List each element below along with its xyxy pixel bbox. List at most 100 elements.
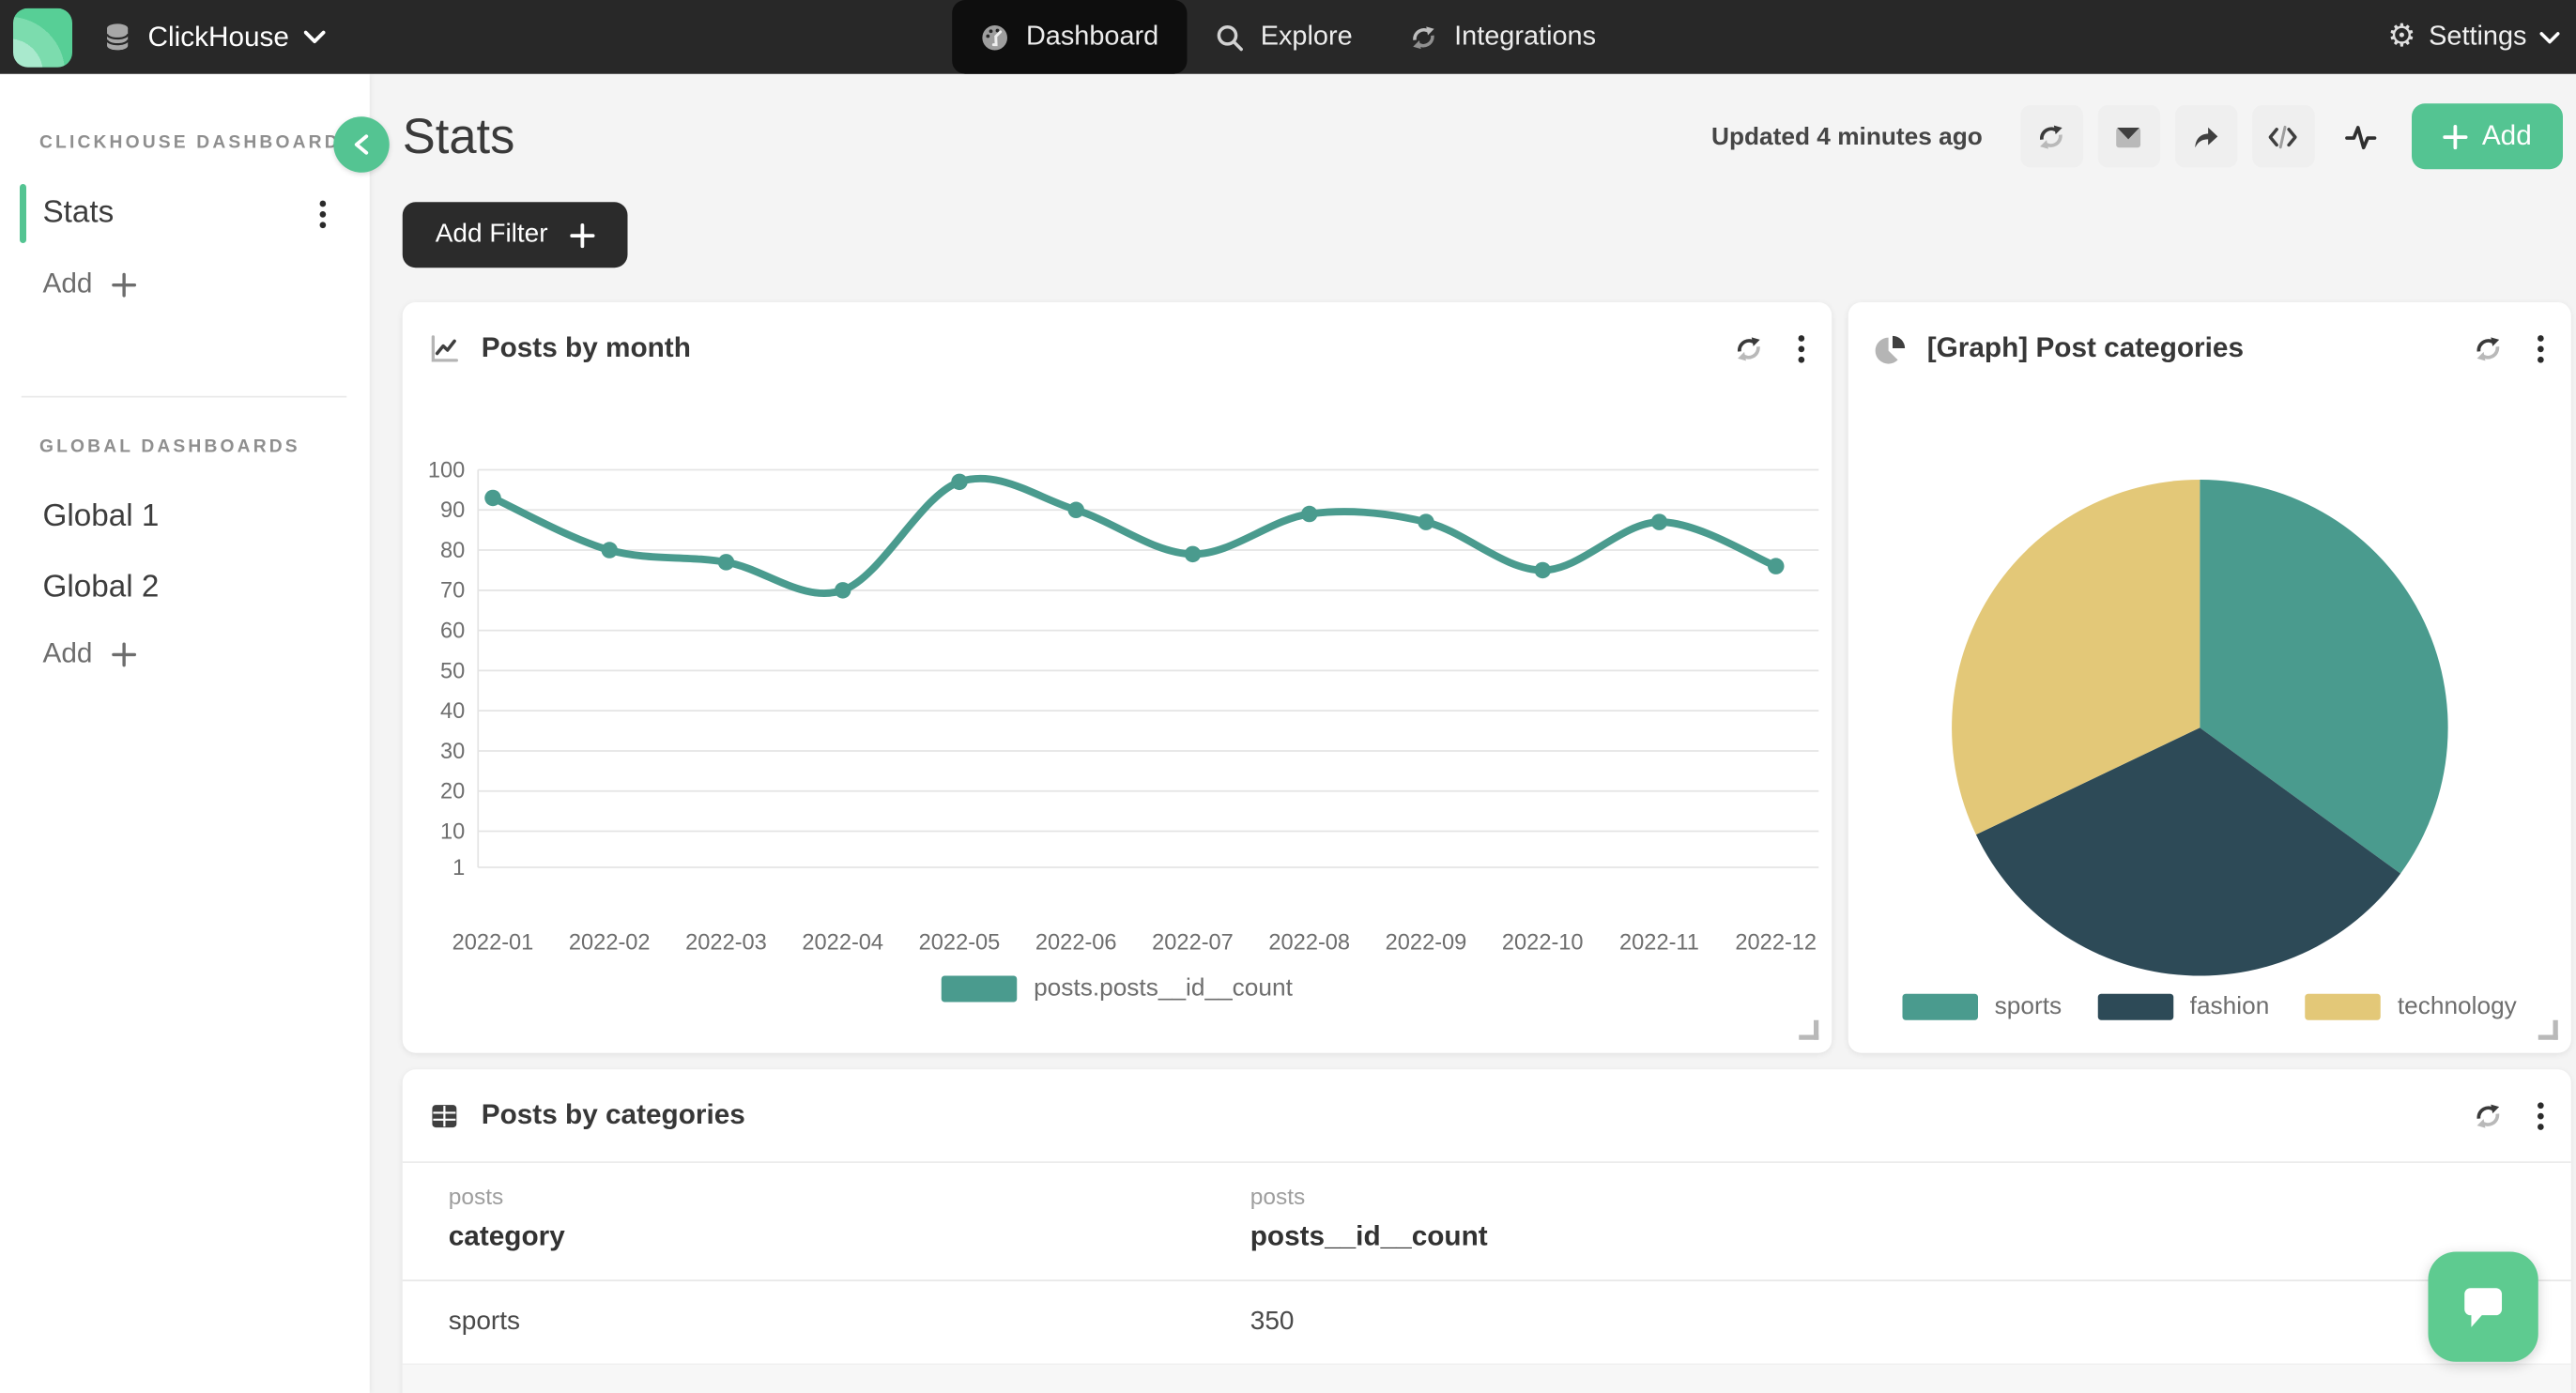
svg-text:20: 20 [440, 780, 465, 804]
tab-dashboard[interactable]: Dashboard [952, 0, 1187, 74]
data-point-2022-06[interactable] [1067, 501, 1085, 519]
legend-item-fashion[interactable]: fashion [2097, 992, 2270, 1020]
svg-text:2022-10: 2022-10 [1502, 931, 1584, 956]
pie-chart-legend: sports fashion technology [1848, 992, 2571, 1020]
dashboard-grid: Posts by month [402, 302, 2571, 1393]
data-point-2022-12[interactable] [1768, 558, 1785, 574]
pie-slice-sports[interactable] [2200, 480, 2448, 874]
column-group-label: posts [1250, 1183, 1306, 1209]
refresh-button[interactable] [2020, 105, 2083, 168]
table-cell: sports [448, 1308, 521, 1336]
svg-text:1: 1 [452, 856, 465, 880]
search-icon [1217, 24, 1243, 51]
sidebar-divider [21, 395, 347, 398]
svg-text:2022-12: 2022-12 [1735, 931, 1817, 956]
svg-text:2022-02: 2022-02 [569, 931, 651, 956]
line-chart-legend: posts.posts__id__count [403, 974, 1832, 1003]
gear-icon: ⚙ [2387, 20, 2416, 54]
data-point-2022-03[interactable] [717, 554, 735, 571]
app-logo[interactable] [13, 7, 72, 67]
legend-swatch [2097, 992, 2174, 1019]
svg-text:70: 70 [440, 579, 465, 604]
chevron-left-icon [354, 134, 369, 155]
data-point-2022-01[interactable] [484, 489, 501, 507]
pie-slice-technology[interactable] [1952, 480, 2200, 835]
pie-slice-fashion[interactable] [1975, 727, 2401, 976]
tab-integrations[interactable]: Integrations [1380, 0, 1623, 74]
svg-text:2022-08: 2022-08 [1268, 931, 1350, 956]
settings-menu[interactable]: ⚙ Settings [2387, 20, 2560, 54]
add-filter-button[interactable]: Add Filter [402, 202, 629, 268]
sidebar-collapse-button[interactable] [333, 116, 390, 173]
svg-text:2022-11: 2022-11 [1619, 931, 1699, 956]
page-header: Stats Updated 4 minutes ago [370, 74, 2576, 203]
resize-handle[interactable] [2538, 1019, 2558, 1040]
column-header-category[interactable]: posts category [449, 1183, 1250, 1253]
line-chart: 1 10 20 30 40 50 60 70 80 90 100 2022-01 2022-02 2022… [428, 458, 1819, 956]
table-row[interactable]: fashion329 [402, 1365, 2571, 1393]
kebab-menu-icon [2538, 334, 2544, 362]
legend-item-sports[interactable]: sports [1902, 992, 2062, 1020]
card-menu-button[interactable] [2537, 1100, 2545, 1131]
sidebar-item-label: Global 2 [42, 570, 160, 605]
chat-widget-button[interactable] [2428, 1251, 2538, 1362]
sidebar-item-stats[interactable]: Stats [0, 179, 370, 249]
sidebar-add-dashboard[interactable]: Add [0, 256, 370, 313]
data-point-2022-05[interactable] [951, 473, 968, 491]
card-menu-button[interactable] [2537, 332, 2545, 363]
data-point-2022-02[interactable] [601, 542, 619, 559]
sidebar-add-global-dashboard[interactable]: Add [0, 626, 370, 682]
table-row[interactable]: sports 350 [402, 1281, 2571, 1366]
legend-swatch [2305, 992, 2382, 1019]
tab-explore[interactable]: Explore [1187, 0, 1380, 74]
code-button[interactable] [2251, 105, 2315, 168]
column-name-label: category [448, 1220, 565, 1252]
sidebar-item-label: Stats [42, 195, 115, 230]
card-refresh-button[interactable] [2473, 332, 2504, 363]
tab-label: Integrations [1454, 21, 1597, 52]
legend-item-technology[interactable]: technology [2305, 992, 2517, 1020]
sidebar-item-global-2[interactable]: Global 2 [0, 554, 370, 623]
data-point-2022-07[interactable] [1184, 545, 1202, 563]
data-point-2022-08[interactable] [1301, 505, 1318, 523]
add-filter-label: Add Filter [435, 220, 548, 249]
sidebar: CLICKHOUSE DASHBOARDS Stats Add GLOBAL D… [0, 73, 370, 1393]
line-chart-icon [431, 334, 458, 361]
sidebar-item-global-1[interactable]: Global 1 [0, 483, 370, 553]
plus-icon [112, 641, 137, 666]
card-menu-button[interactable] [1798, 332, 1806, 363]
chat-bubble-icon [2464, 1288, 2503, 1327]
kebab-menu-icon[interactable] [319, 198, 328, 229]
plus-icon [112, 271, 137, 297]
data-point-2022-10[interactable] [1534, 561, 1552, 579]
column-header-posts__id__count[interactable]: posts posts__id__count [1250, 1183, 2571, 1253]
pie-chart-icon [1875, 335, 1906, 363]
table-icon [432, 1104, 457, 1127]
data-point-2022-09[interactable] [1418, 513, 1434, 530]
refresh-icon [2476, 1103, 2500, 1127]
brand-label: ClickHouse [147, 20, 289, 53]
data-point-2022-11[interactable] [1650, 513, 1668, 530]
database-selector[interactable]: ClickHouse [102, 21, 326, 54]
svg-text:2022-03: 2022-03 [685, 931, 767, 956]
card-header: [Graph] Post categories [1848, 302, 2571, 394]
add-button[interactable]: Add [2411, 103, 2563, 170]
card-refresh-button[interactable] [1733, 332, 1764, 363]
mail-button[interactable] [2097, 105, 2160, 168]
share-button[interactable] [2174, 105, 2238, 168]
table-body: sports 350 fashion329 [402, 1281, 2571, 1393]
activity-button[interactable] [2329, 105, 2392, 168]
card-header: Posts by categories [402, 1069, 2571, 1163]
table-cell: fashion [449, 1391, 1250, 1393]
data-point-2022-04[interactable] [835, 582, 851, 599]
card-actions [2473, 332, 2545, 363]
resize-handle[interactable] [1799, 1019, 1819, 1040]
legend-item[interactable]: posts.posts__id__count [942, 974, 1293, 1003]
legend-label: fashion [2189, 992, 2270, 1020]
refresh-icon [2040, 124, 2063, 148]
card-posts-by-categories: Posts by categories [402, 1069, 2571, 1393]
header-controls: Updated 4 minutes ago [1711, 103, 2563, 170]
updated-timestamp: Updated 4 minutes ago [1711, 122, 1983, 151]
card-refresh-button[interactable] [2473, 1100, 2504, 1131]
legend-label: sports [1994, 992, 2062, 1020]
